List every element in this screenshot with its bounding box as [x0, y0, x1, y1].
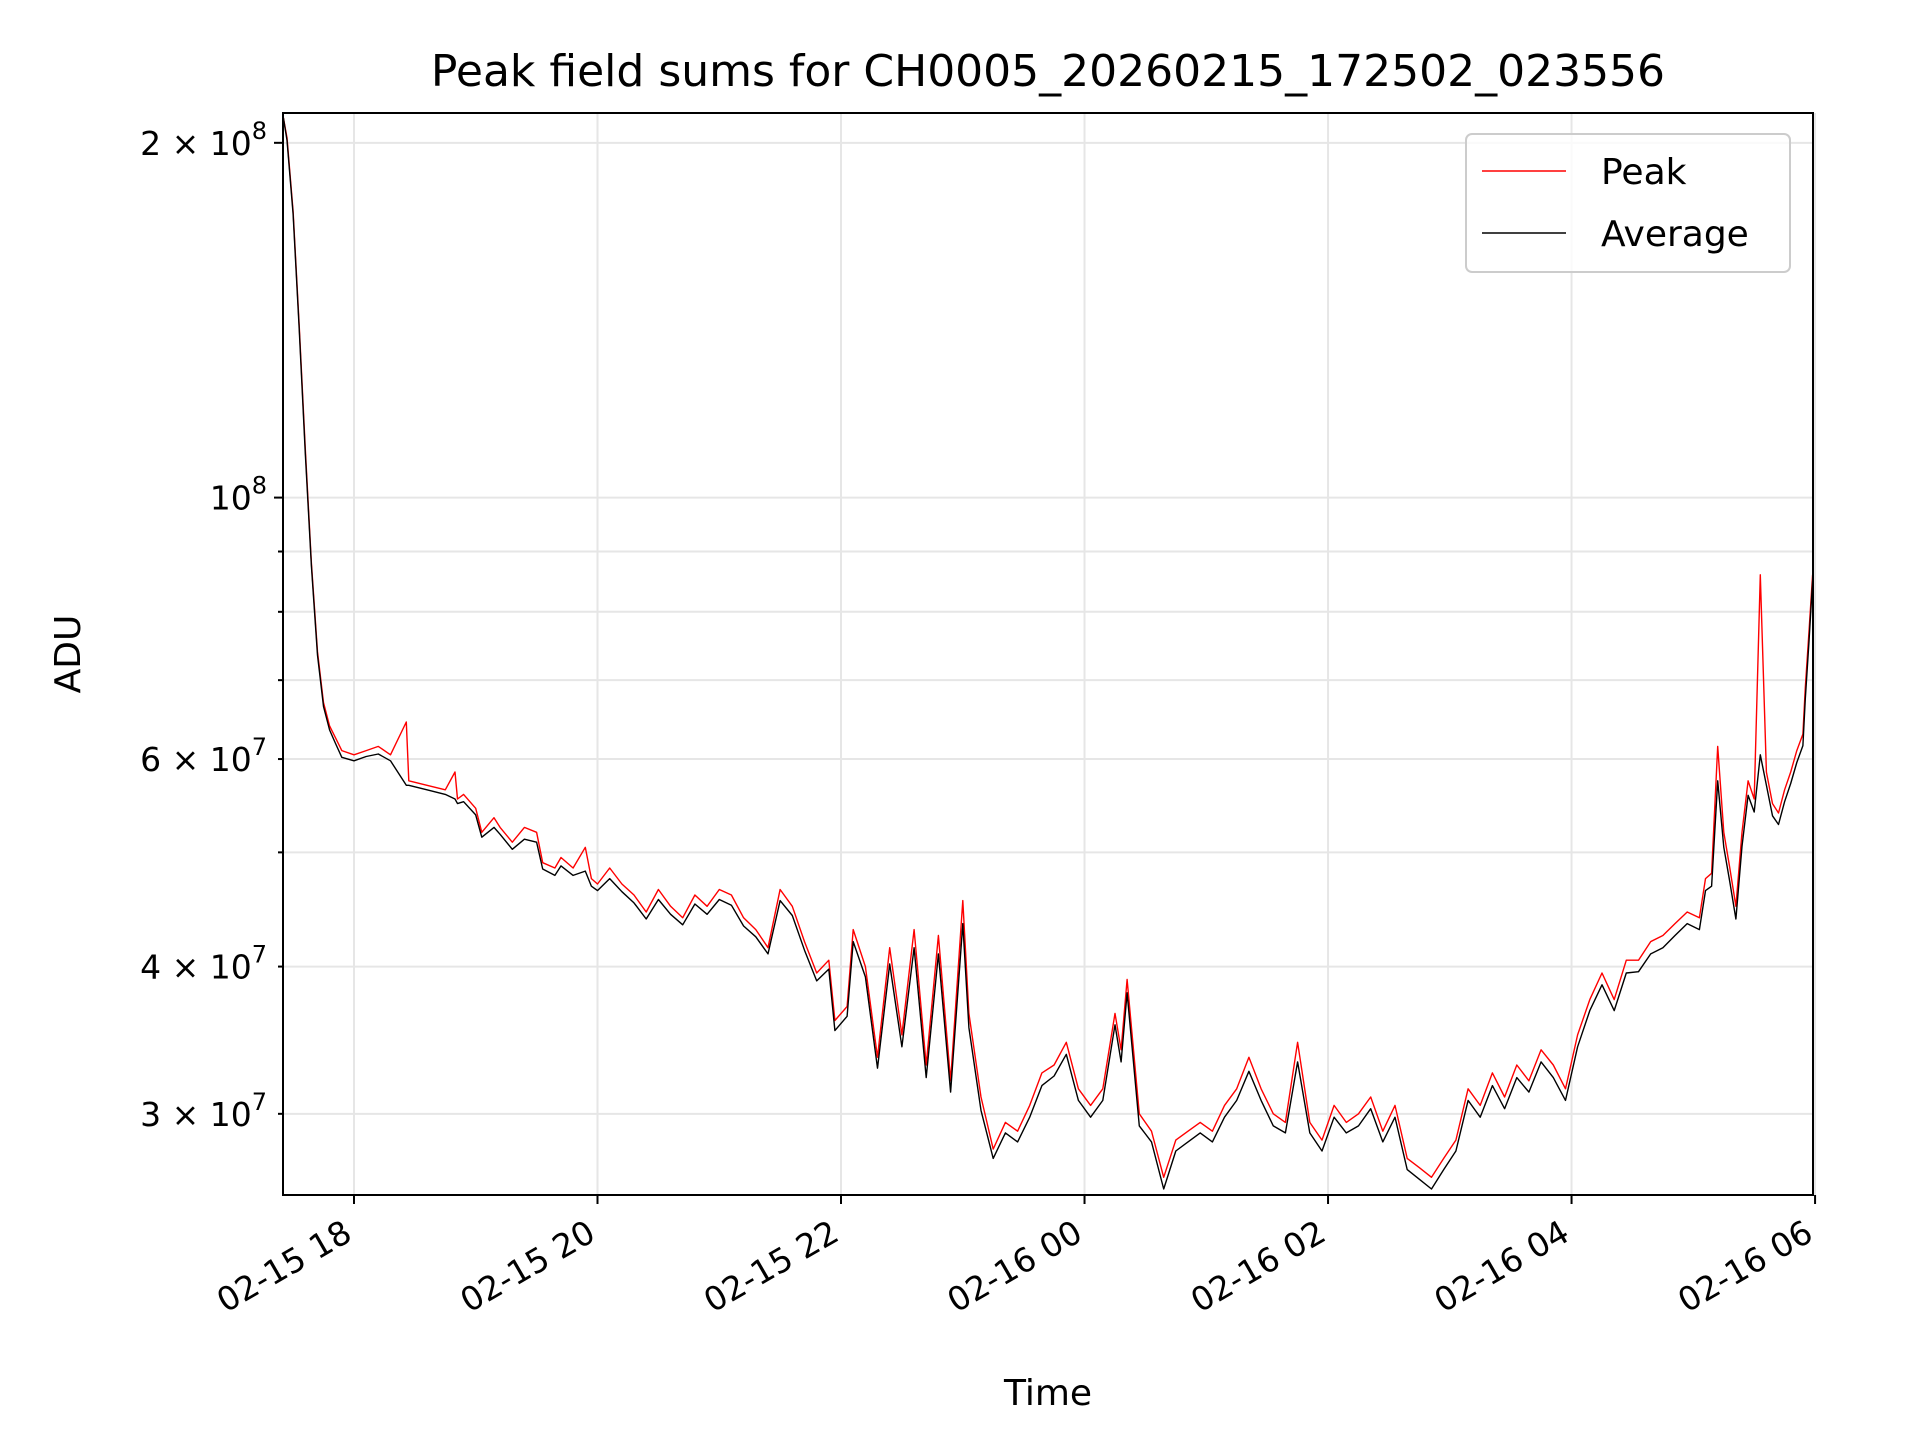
y-tick-mantissa: 4 × — [140, 948, 210, 987]
grid — [283, 113, 1817, 1195]
x-tick-label: 02-16 02 — [1184, 1212, 1332, 1320]
plot-frame — [282, 112, 1814, 1196]
x-tick-label: 02-16 06 — [1671, 1212, 1819, 1320]
x-tick-label: 02-15 22 — [697, 1212, 845, 1320]
y-tick-mantissa: 6 × — [140, 740, 210, 779]
series-line-peak — [282, 117, 1814, 1178]
y-tick-mantissa: 2 × — [140, 124, 210, 163]
y-axis-label: ADU — [48, 615, 89, 694]
y-tick-label: 4 × 107 — [140, 941, 267, 987]
x-axis-label: Time — [1003, 1373, 1092, 1414]
series-line-average — [282, 117, 1814, 1190]
legend: Peak Average — [1465, 133, 1791, 273]
y-tick-base: 10 — [210, 124, 252, 163]
y-tick-label: 3 × 107 — [140, 1088, 267, 1134]
series-layer — [282, 117, 1814, 1190]
legend-label-average: Average — [1601, 214, 1749, 255]
x-tick-label: 02-16 00 — [941, 1212, 1089, 1320]
y-tick-base: 10 — [210, 740, 252, 779]
y-tick-exponent: 8 — [252, 472, 267, 500]
y-tick-label: 6 × 107 — [140, 733, 267, 779]
x-ticks: 02-15 18 02-15 20 02-15 22 02-16 00 02-16 02… — [210, 1195, 1819, 1320]
y-tick-exponent: 7 — [252, 1088, 267, 1116]
y-tick-label: 2 × 108 — [140, 117, 267, 163]
y-tick-mantissa: 3 × — [140, 1095, 210, 1134]
x-tick-label: 02-15 18 — [210, 1212, 358, 1320]
chart-title: Peak field sums for CH0005_20260215_1725… — [431, 46, 1665, 97]
y-tick-exponent: 8 — [252, 117, 267, 145]
x-tick-label: 02-15 20 — [454, 1212, 602, 1320]
y-tick-base: 10 — [210, 479, 252, 518]
y-tick-exponent: 7 — [252, 941, 267, 969]
y-tick-base: 10 — [210, 1095, 252, 1134]
y-tick-base: 10 — [210, 948, 252, 987]
legend-frame — [1465, 133, 1791, 273]
legend-label-peak: Peak — [1601, 152, 1687, 193]
x-tick-label: 02-16 04 — [1428, 1212, 1576, 1320]
y-tick-exponent: 7 — [252, 733, 267, 761]
y-tick-label: 108 — [210, 472, 267, 518]
